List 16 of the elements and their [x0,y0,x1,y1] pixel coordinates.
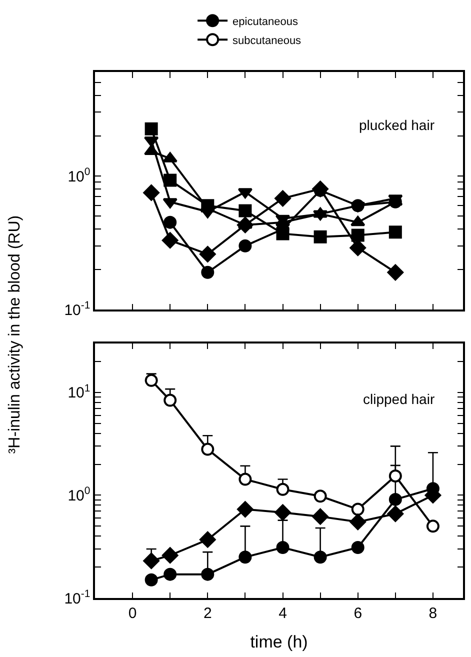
y-tick-label: 10$^{1}$ [68,382,90,402]
x-tick-label: 0 [128,604,137,622]
y-tick-label: 10$^{0}$ [68,485,90,504]
legend-label: subcutaneous [232,34,302,47]
annotation: clipped hair [363,391,435,407]
y-tick-label: 10$^{-1}$ [64,300,90,319]
y-tick-label: 10$^{-1}$ [64,588,90,608]
x-tick-label: 4 [278,604,287,622]
x-axis-title: time (h) [250,632,308,652]
legend-label: epicutaneous [232,16,298,28]
x-tick-label: 8 [428,604,438,622]
y-axis-title: ³H-inulin activity in the blood (RU) [6,215,24,454]
x-tick-label: 6 [354,604,362,622]
y-tick-label: 10$^{0}$ [68,166,90,186]
annotation: plucked hair [359,117,435,133]
x-tick-label: 2 [203,604,212,622]
